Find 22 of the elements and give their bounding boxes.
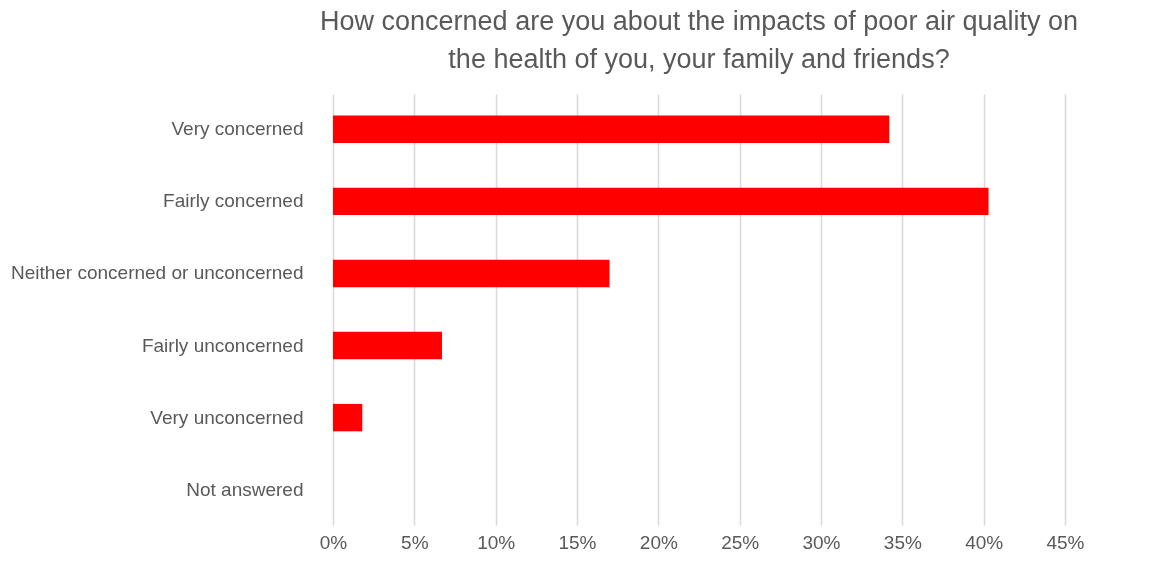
x-tick-label: 25% <box>721 531 760 553</box>
x-tick-label: 5% <box>401 531 429 553</box>
bar <box>333 187 989 216</box>
x-tick-label: 35% <box>883 531 922 553</box>
bar <box>333 403 363 432</box>
bar <box>333 115 890 144</box>
x-tick-label: 0% <box>319 531 348 553</box>
y-tick-label: Very concerned <box>171 118 304 140</box>
y-tick-label: Fairly concerned <box>163 190 304 212</box>
x-tick-label: 15% <box>558 531 597 553</box>
bar <box>333 259 610 288</box>
y-tick-label: Fairly unconcerned <box>141 334 304 356</box>
x-tick-label: 45% <box>1046 531 1085 553</box>
y-tick-label: Very unconcerned <box>150 406 304 428</box>
x-tick-label: 10% <box>477 531 516 553</box>
bar <box>333 331 442 360</box>
x-tick-label: 40% <box>965 531 1004 553</box>
x-tick-label: 20% <box>639 531 678 553</box>
x-tick-label: 30% <box>802 531 841 553</box>
y-tick-label: Not answered <box>186 478 304 500</box>
y-tick-label: Neither concerned or unconcerned <box>10 262 304 284</box>
chart-title: How concerned are you about the impacts of poor air quality on the health of you, your family and friends? <box>320 6 1078 74</box>
